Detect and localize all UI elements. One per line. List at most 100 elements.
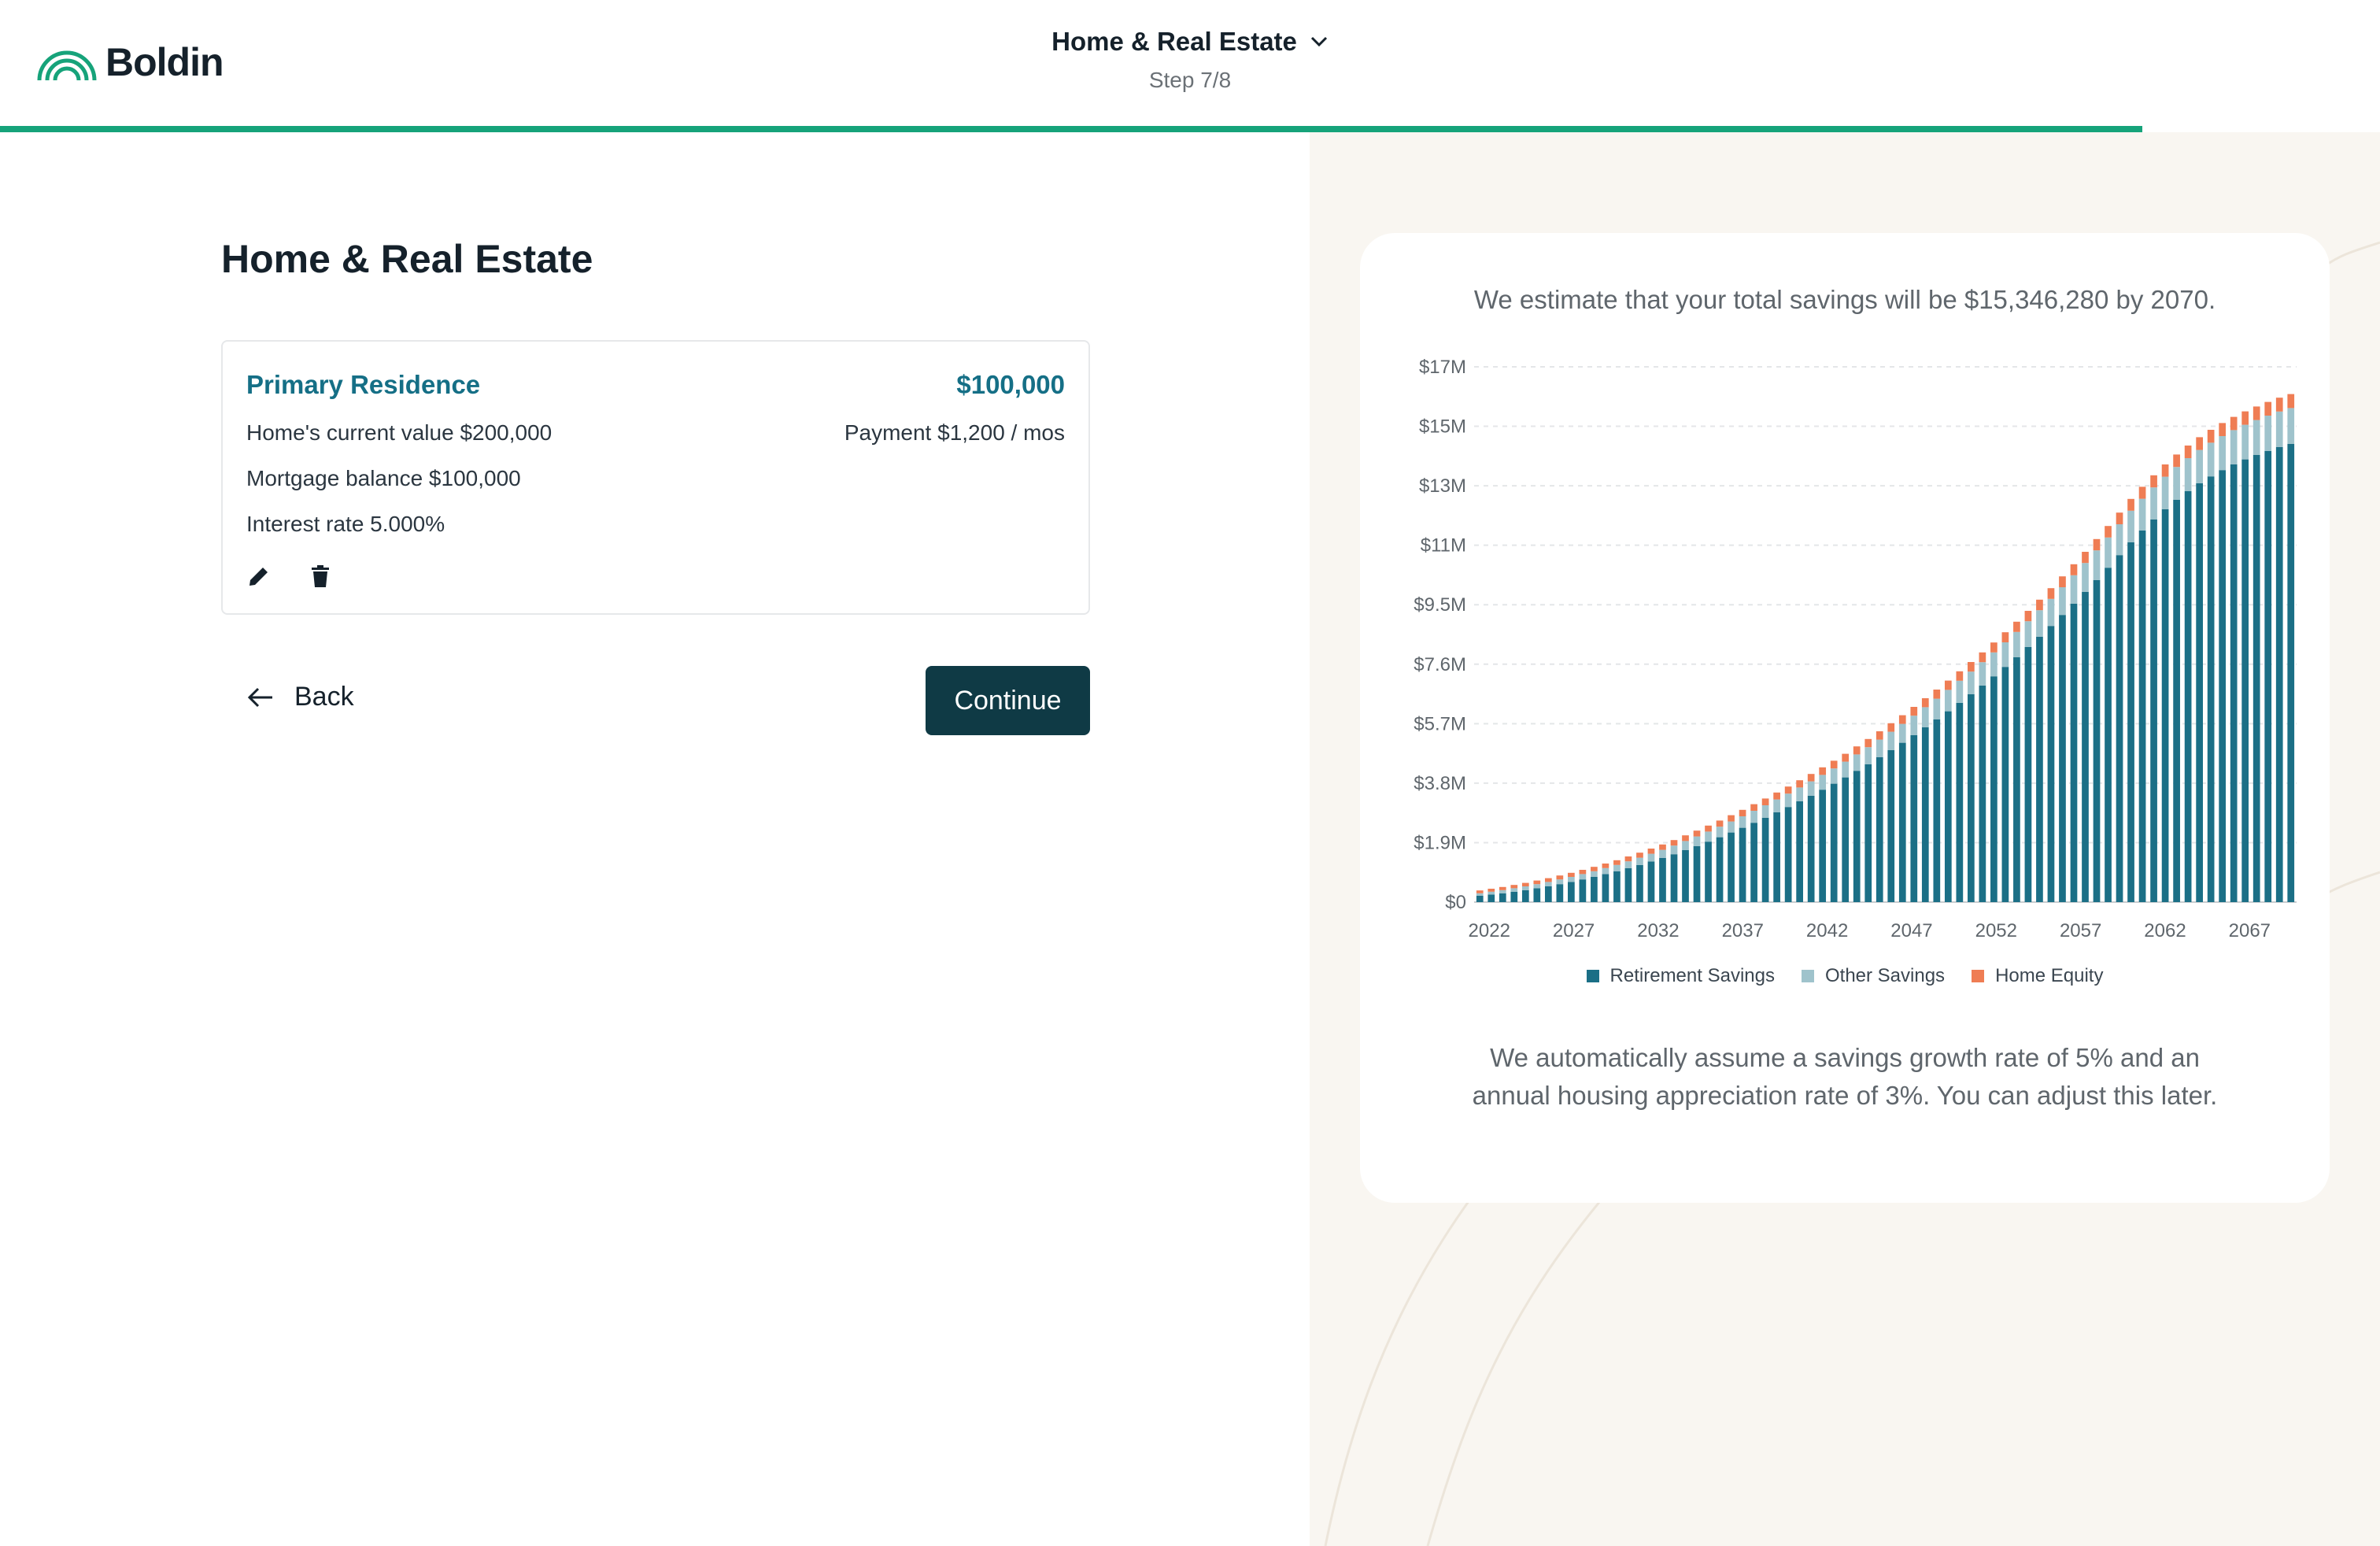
bar-segment[interactable]	[1579, 874, 1587, 880]
bar-segment[interactable]	[2150, 487, 2157, 520]
bar-segment[interactable]	[1876, 731, 1883, 740]
bar-segment[interactable]	[1853, 746, 1861, 755]
bar-segment[interactable]	[1670, 845, 1678, 855]
bar-segment[interactable]	[2287, 408, 2295, 444]
bar-segment[interactable]	[1716, 827, 1724, 838]
bar-segment[interactable]	[1521, 890, 1529, 902]
bar-segment[interactable]	[1921, 698, 1929, 708]
bar-segment[interactable]	[1830, 768, 1838, 784]
bar-segment[interactable]	[1750, 811, 1757, 823]
bar-segment[interactable]	[1761, 817, 1769, 902]
bar-segment[interactable]	[2138, 531, 2146, 902]
bar-segment[interactable]	[2036, 636, 2043, 902]
bar-segment[interactable]	[1544, 886, 1552, 902]
bar-segment[interactable]	[1521, 886, 1529, 890]
bar-segment[interactable]	[1624, 861, 1632, 868]
bar-segment[interactable]	[1533, 884, 1541, 889]
bar-segment[interactable]	[2070, 575, 2078, 604]
bar-segment[interactable]	[1693, 836, 1701, 846]
bar-segment[interactable]	[2105, 537, 2112, 568]
bar-segment[interactable]	[2173, 467, 2180, 500]
legend-item[interactable]: Other Savings	[1801, 965, 1945, 987]
bar-segment[interactable]	[1613, 871, 1621, 902]
bar-segment[interactable]	[1728, 821, 1735, 833]
bar-segment[interactable]	[1842, 753, 1850, 762]
bar-segment[interactable]	[2173, 454, 2180, 468]
bar-segment[interactable]	[1842, 761, 1850, 778]
bar-segment[interactable]	[1944, 680, 1952, 690]
bar-segment[interactable]	[1864, 764, 1872, 902]
bar-segment[interactable]	[1968, 694, 1975, 902]
bar-segment[interactable]	[2001, 642, 2009, 668]
bar-segment[interactable]	[1979, 652, 1986, 663]
bar-segment[interactable]	[1898, 723, 1906, 743]
bar-segment[interactable]	[1476, 896, 1484, 902]
bar-segment[interactable]	[1784, 793, 1792, 808]
bar-segment[interactable]	[1910, 707, 1918, 716]
bar-segment[interactable]	[2036, 610, 2043, 637]
bar-segment[interactable]	[1910, 716, 1918, 735]
bar-segment[interactable]	[1830, 760, 1838, 769]
bar-segment[interactable]	[1602, 864, 1609, 868]
bar-segment[interactable]	[1796, 780, 1803, 788]
bar-segment[interactable]	[1784, 786, 1792, 794]
trash-icon[interactable]	[308, 564, 333, 589]
bar-segment[interactable]	[2196, 437, 2203, 450]
bar-segment[interactable]	[1921, 707, 1929, 727]
bar-segment[interactable]	[1556, 884, 1564, 902]
bar-segment[interactable]	[2275, 447, 2283, 902]
bar-segment[interactable]	[2184, 491, 2192, 902]
bar-segment[interactable]	[1499, 890, 1506, 893]
bar-segment[interactable]	[1488, 894, 1495, 902]
bar-segment[interactable]	[2138, 498, 2146, 531]
bar-segment[interactable]	[2161, 476, 2169, 509]
bar-segment[interactable]	[1533, 880, 1541, 885]
bar-segment[interactable]	[1750, 823, 1757, 902]
bar-segment[interactable]	[2207, 476, 2215, 902]
bar-segment[interactable]	[2173, 499, 2180, 902]
bar-segment[interactable]	[1796, 801, 1803, 902]
bar-segment[interactable]	[1842, 777, 1850, 902]
bar-segment[interactable]	[2059, 587, 2066, 616]
bar-segment[interactable]	[2207, 442, 2215, 477]
bar-segment[interactable]	[1659, 844, 1666, 850]
bar-segment[interactable]	[1887, 749, 1895, 902]
bar-segment[interactable]	[2138, 486, 2146, 499]
bar-segment[interactable]	[1647, 853, 1655, 862]
bar-segment[interactable]	[1898, 715, 1906, 724]
bar-segment[interactable]	[2150, 475, 2157, 488]
bar-segment[interactable]	[2161, 464, 2169, 477]
bar-segment[interactable]	[1488, 891, 1495, 895]
bar-segment[interactable]	[2230, 430, 2238, 464]
bar-segment[interactable]	[2184, 458, 2192, 491]
bar-segment[interactable]	[2241, 459, 2249, 902]
bar-segment[interactable]	[1682, 850, 1689, 902]
bar-segment[interactable]	[2093, 579, 2101, 902]
bar-segment[interactable]	[1682, 835, 1689, 841]
bar-segment[interactable]	[1591, 867, 1598, 871]
bar-segment[interactable]	[1887, 723, 1895, 732]
bar-segment[interactable]	[1761, 805, 1769, 818]
bar-segment[interactable]	[2241, 411, 2249, 425]
bar-segment[interactable]	[1682, 841, 1689, 850]
bar-segment[interactable]	[1476, 893, 1484, 896]
bar-segment[interactable]	[2070, 603, 2078, 902]
bar-segment[interactable]	[1968, 662, 1975, 672]
bar-segment[interactable]	[1773, 799, 1780, 812]
bar-segment[interactable]	[2059, 576, 2066, 587]
bar-segment[interactable]	[2082, 592, 2089, 902]
bar-segment[interactable]	[1979, 685, 1986, 902]
bar-segment[interactable]	[1499, 893, 1506, 902]
bar-segment[interactable]	[1510, 885, 1518, 889]
bar-segment[interactable]	[1705, 825, 1712, 832]
bar-segment[interactable]	[2219, 436, 2227, 471]
bar-segment[interactable]	[1968, 671, 1975, 694]
bar-segment[interactable]	[1716, 820, 1724, 827]
back-button[interactable]: Back	[247, 682, 354, 712]
bar-segment[interactable]	[1613, 860, 1621, 865]
bar-segment[interactable]	[2252, 406, 2260, 420]
bar-segment[interactable]	[2230, 416, 2238, 431]
bar-segment[interactable]	[2161, 509, 2169, 902]
bar-segment[interactable]	[2070, 564, 2078, 575]
bar-segment[interactable]	[1705, 841, 1712, 902]
